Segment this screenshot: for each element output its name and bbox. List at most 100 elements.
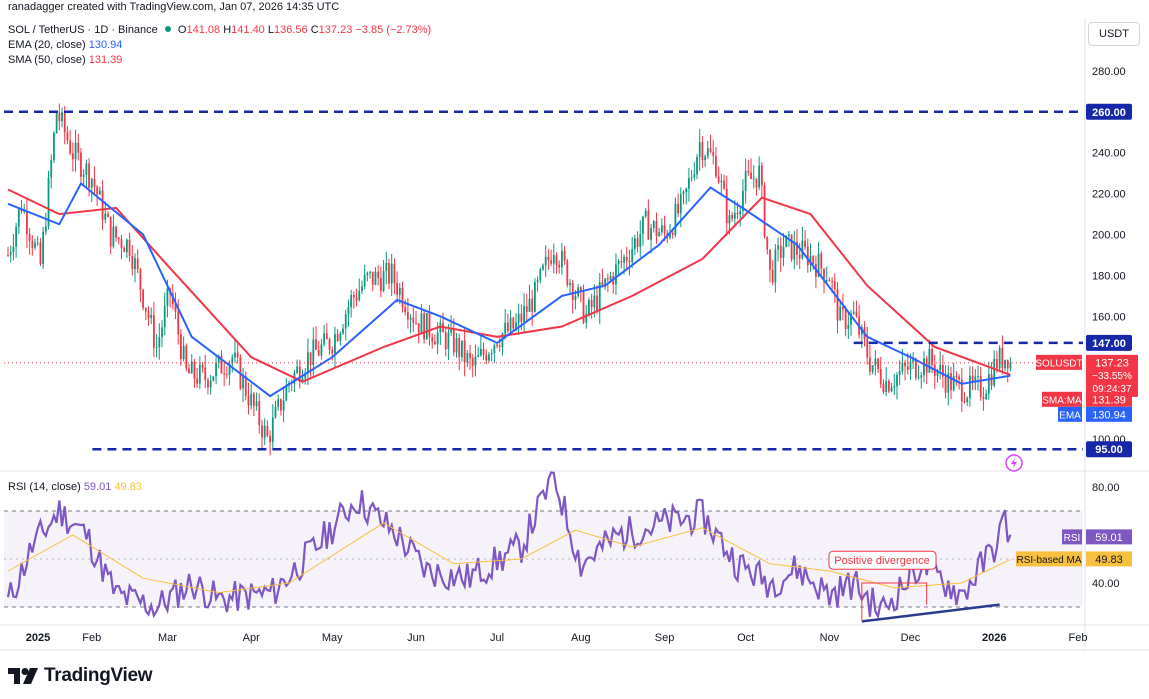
candle-body	[601, 282, 604, 285]
candle-body	[263, 425, 266, 438]
candle-body	[212, 376, 215, 381]
candle-body	[198, 364, 201, 384]
candle-body	[950, 373, 952, 391]
time-axis-tick: May	[322, 632, 343, 644]
candle-body	[309, 352, 312, 365]
candle-body	[842, 306, 844, 310]
candle-body	[498, 346, 501, 348]
candle-body	[739, 210, 742, 215]
close-value: 137.23	[318, 24, 353, 36]
symbol-title[interactable]: SOL / TetherUS · 1D · Binance	[8, 24, 158, 36]
sma-value-bg	[1086, 391, 1132, 407]
candle-body	[274, 407, 277, 418]
candle-body	[463, 340, 466, 363]
candle-body	[977, 376, 979, 378]
candle-body	[512, 317, 515, 329]
price-axis-tick: 160.00	[1092, 311, 1126, 323]
candle-body	[320, 344, 323, 356]
candle-body	[806, 246, 809, 266]
candle-body	[447, 332, 450, 350]
candle-body	[393, 263, 396, 283]
candle-body	[58, 113, 61, 122]
level-label: 260.00	[1092, 107, 1126, 119]
candle-body	[569, 282, 571, 285]
candle-body	[374, 271, 377, 285]
candle-body	[452, 328, 455, 353]
candle-body	[379, 277, 382, 292]
price-axis-tick: 180.00	[1092, 270, 1126, 282]
candle-body	[812, 256, 815, 264]
candle-body	[893, 385, 896, 388]
candle-body	[1001, 347, 1004, 369]
rsi-ma-value-bg	[1086, 551, 1132, 567]
time-axis-tick: Aug	[571, 632, 591, 644]
candle-body	[952, 376, 955, 391]
last-price-value: 137.23	[1095, 357, 1129, 369]
candle-body	[785, 235, 788, 247]
candle-body	[371, 271, 374, 285]
rsi-legend[interactable]: RSI (14, close) 59.01 49.83	[8, 481, 142, 493]
candle-body	[396, 282, 398, 295]
candle-body	[801, 240, 804, 259]
candle-body	[252, 393, 255, 406]
candle-body	[180, 334, 182, 360]
candle-body	[174, 303, 177, 312]
candle-body	[406, 312, 409, 320]
level-label-bg	[1086, 441, 1132, 458]
ema-tag-bg	[1058, 406, 1082, 422]
candle-body	[533, 282, 536, 312]
candle-body	[352, 295, 355, 298]
candle-body	[517, 313, 520, 323]
candle-body	[771, 269, 774, 283]
candle-body	[639, 233, 642, 247]
rsi-ma-tag-bg	[1016, 551, 1082, 567]
tradingview-logo[interactable]: TradingView	[8, 664, 153, 688]
candle-body	[28, 234, 31, 241]
candle-body	[317, 349, 320, 356]
candle-body	[247, 395, 250, 406]
time-axis-tick: Dec	[901, 632, 921, 644]
candle-body	[898, 371, 901, 375]
candle-body	[234, 352, 236, 358]
currency-label: USDT	[1099, 28, 1129, 40]
candle-body	[296, 366, 299, 373]
candle-body	[71, 153, 74, 160]
ema-legend[interactable]: EMA (20, close) 130.94	[8, 39, 122, 51]
credit-line: ranadagger created with TradingView.com,…	[8, 1, 340, 13]
candle-body	[606, 278, 609, 280]
candle-body	[620, 260, 623, 263]
candle-body	[280, 399, 282, 411]
candle-body	[939, 365, 942, 371]
candle-body	[804, 240, 806, 247]
candle-body	[728, 215, 731, 224]
sma-legend[interactable]: SMA (50, close) 131.39	[8, 54, 122, 66]
candle-body	[585, 314, 588, 323]
candle-body	[733, 212, 736, 219]
candle-body	[506, 322, 509, 331]
candle-body	[869, 357, 871, 372]
sma-line	[7, 188, 1011, 383]
high-value: 141.40	[231, 24, 265, 36]
candle-body	[709, 148, 712, 153]
candle-body	[196, 378, 199, 384]
candle-body	[552, 255, 555, 264]
candle-body	[82, 174, 85, 177]
candle-body	[434, 341, 436, 345]
candle-body	[474, 356, 477, 366]
price-axis-tick: 220.00	[1092, 189, 1126, 201]
candle-body	[609, 275, 612, 280]
candle-body	[334, 334, 336, 354]
candle-body	[579, 287, 582, 291]
candle-body	[839, 306, 842, 321]
candle-body	[496, 344, 498, 347]
candle-body	[879, 368, 882, 385]
candle-body	[42, 231, 45, 264]
currency-button[interactable]: USDT	[1088, 22, 1140, 46]
candle-body	[752, 178, 755, 180]
candle-body	[44, 226, 47, 232]
candle-body	[820, 253, 823, 269]
candle-body	[144, 307, 147, 312]
candle-body	[696, 156, 698, 175]
candle-body	[66, 132, 69, 141]
